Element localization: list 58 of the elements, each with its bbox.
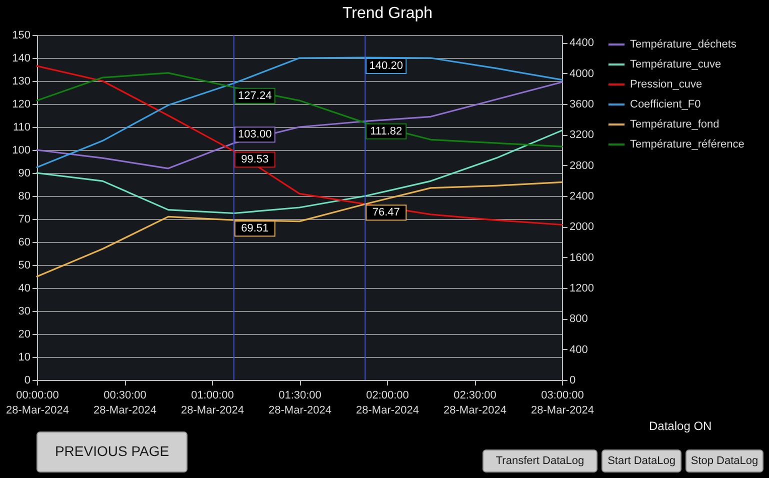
y2-tick-label: 800 bbox=[570, 313, 588, 326]
y-tick-label: 20 bbox=[18, 328, 30, 340]
data-label: 127.24 bbox=[238, 90, 272, 102]
y-tick-label: 30 bbox=[18, 306, 30, 318]
y2-tick-label: 4000 bbox=[570, 68, 594, 80]
text: Start DataLog bbox=[608, 455, 676, 467]
legend-label: Pression_cuve bbox=[630, 78, 702, 90]
data-label: 69.51 bbox=[241, 222, 269, 235]
x-tick-label: 02:00:00 28-Mar-2024 bbox=[356, 390, 419, 416]
line-series bbox=[36, 81, 563, 170]
y2-tick-label: 400 bbox=[570, 344, 588, 356]
y-tick-label: 0 bbox=[24, 374, 30, 386]
data-label: 140.20 bbox=[369, 60, 403, 72]
y2-tick-label: 1200 bbox=[570, 282, 594, 294]
y2-tick-label: 2000 bbox=[570, 221, 594, 234]
x-tick-label: 00:00:00 28-Mar-2024 bbox=[6, 390, 69, 416]
y-tick-label: 80 bbox=[18, 190, 30, 202]
text: Transfert DataLog bbox=[496, 455, 584, 467]
y-tick-label: 70 bbox=[18, 214, 30, 226]
legend-label: Température_cuve bbox=[630, 58, 722, 70]
y2-tick-label: 0 bbox=[570, 374, 576, 386]
y2-tick-label: 4400 bbox=[570, 37, 594, 50]
line-series bbox=[36, 72, 563, 148]
x-tick-label: 03:00:00 28-Mar-2024 bbox=[531, 390, 594, 416]
data-label: 76.47 bbox=[372, 206, 400, 219]
text: PREVIOUS PAGE bbox=[54, 443, 170, 459]
line-series bbox=[36, 56, 563, 168]
legend-label: Température_fond bbox=[630, 118, 720, 130]
y-tick-label: 50 bbox=[18, 260, 30, 272]
data-label: 103.00 bbox=[238, 128, 272, 141]
data-label: 111.82 bbox=[370, 125, 402, 138]
y2-tick-label: 3600 bbox=[570, 98, 594, 110]
chart-title: Trend Graph bbox=[342, 5, 433, 22]
line-series bbox=[36, 181, 563, 278]
y-tick-label: 60 bbox=[18, 236, 30, 248]
y-tick-label: 150 bbox=[12, 30, 30, 42]
x-tick-label: 01:30:00 28-Mar-2024 bbox=[268, 390, 332, 416]
y-tick-label: 90 bbox=[18, 168, 30, 180]
y2-tick-label: 2800 bbox=[570, 160, 594, 172]
x-tick-label: 02:30:00 28-Mar-2024 bbox=[444, 390, 506, 416]
text: Datalog ON bbox=[649, 419, 712, 433]
legend-label: Coefficient_F0 bbox=[630, 98, 701, 110]
legend-label: Température_déchets bbox=[630, 38, 737, 50]
y2-tick-label: 2400 bbox=[570, 190, 594, 202]
x-tick-label: 00:30:00 28-Mar-2024 bbox=[94, 390, 156, 416]
x-tick-label: 01:00:00 28-Mar-2024 bbox=[181, 390, 244, 416]
y-tick-label: 10 bbox=[18, 352, 30, 364]
y-tick-label: 130 bbox=[12, 76, 30, 88]
text: Stop DataLog bbox=[690, 455, 758, 467]
y-tick-label: 40 bbox=[18, 282, 30, 294]
y-tick-label: 110 bbox=[12, 122, 30, 134]
legend-label: Température_référence bbox=[630, 138, 744, 150]
y2-tick-label: 1600 bbox=[570, 252, 594, 264]
y-tick-label: 140 bbox=[12, 52, 30, 64]
data-label: 99.53 bbox=[241, 154, 269, 166]
y-tick-label: 120 bbox=[12, 98, 30, 110]
y2-tick-label: 3200 bbox=[570, 129, 594, 142]
y-tick-label: 100 bbox=[12, 144, 30, 156]
